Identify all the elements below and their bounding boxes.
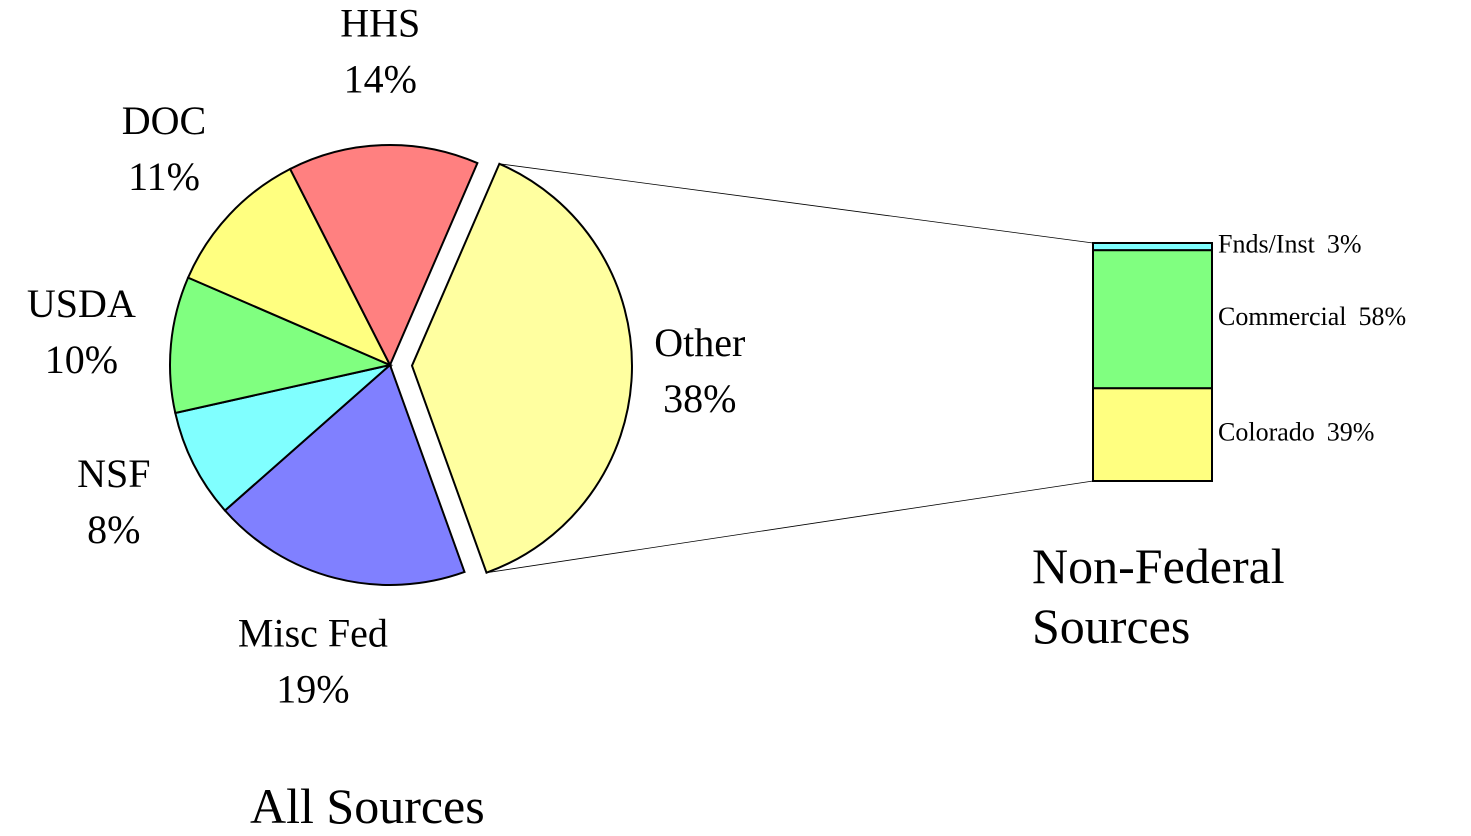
pie-title: All Sources <box>250 778 485 834</box>
connector-line <box>486 480 1094 574</box>
slice-label: NSF <box>77 451 150 496</box>
slice-label: HHS <box>340 0 420 45</box>
segment-label: Fnds/Inst <box>1218 230 1316 259</box>
slice-value-label: 10% <box>45 337 118 382</box>
slice-label: DOC <box>122 98 206 143</box>
segment-value-label: 3% <box>1327 230 1362 259</box>
pie-slice <box>223 363 466 586</box>
bar-title: Non-Federal Sources <box>1032 538 1285 654</box>
slice-label: USDA <box>27 281 136 326</box>
slice-value-label: 11% <box>128 154 200 199</box>
slice-value-label: 14% <box>344 56 417 101</box>
slice-value-label: 38% <box>663 376 736 421</box>
connector-line <box>499 163 1094 244</box>
segment-label: Commercial <box>1218 302 1347 331</box>
slice-label: Misc Fed <box>238 610 388 655</box>
slice-value-label: 8% <box>87 507 140 552</box>
bar-segment <box>1092 387 1213 482</box>
pie-slice <box>169 276 394 415</box>
bar-segment <box>1092 242 1213 252</box>
segment-value-label: 39% <box>1327 418 1375 447</box>
pie-slice <box>288 144 479 368</box>
slice-label: Other <box>654 320 745 365</box>
pie-slice <box>410 162 633 574</box>
slice-value-label: 19% <box>276 666 349 711</box>
segment-value-label: 58% <box>1359 302 1407 331</box>
bar-segment <box>1092 249 1213 390</box>
pie-slice <box>186 167 393 368</box>
segment-label: Colorado <box>1218 418 1315 447</box>
